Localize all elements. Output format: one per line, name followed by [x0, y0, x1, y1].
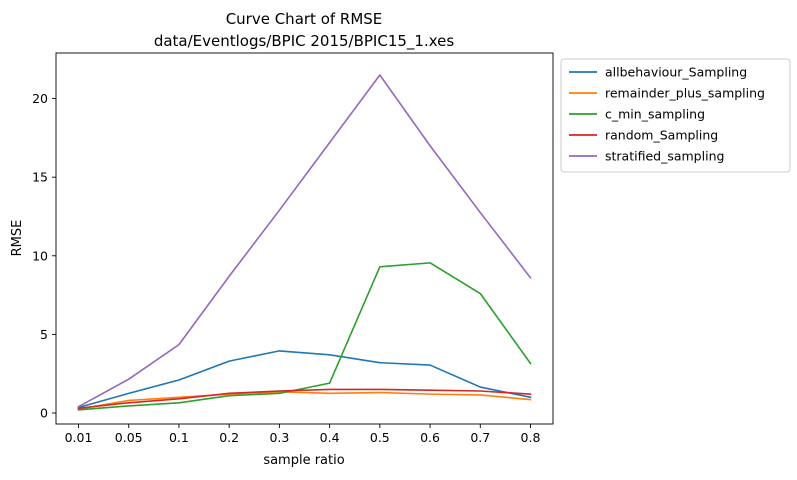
x-tick-label: 0.6 [420, 430, 440, 445]
x-tick-label: 0.01 [65, 430, 93, 445]
legend-entry-label: remainder_plus_sampling [605, 86, 765, 101]
series-line-allbehaviour_Sampling [77, 350, 532, 409]
legend-entry-label: random_Sampling [605, 128, 718, 143]
chart-subtitle: data/Eventlogs/BPIC 2015/BPIC15_1.xes [154, 32, 455, 51]
plot-frame [55, 52, 554, 425]
y-tick-label: 10 [32, 248, 48, 263]
x-tick-label: 0.5 [370, 430, 390, 445]
y-tick-label: 20 [32, 91, 48, 106]
x-tick-label: 0.1 [169, 430, 189, 445]
x-tick-label: 0.8 [521, 430, 541, 445]
plot-area: 0.01 0.05 0.1 0.2 0.3 0.4 0.5 0.6 0.7 0.8 0 5 10 15 20 [32, 52, 554, 445]
x-tick-label: 0.3 [269, 430, 289, 445]
x-tick-label: 0.05 [115, 430, 143, 445]
x-tick-label: 0.4 [320, 430, 340, 445]
y-tick-label: 15 [32, 170, 48, 185]
x-tick-label: 0.7 [470, 430, 490, 445]
y-tick-label: 5 [40, 327, 48, 342]
series-line-c_min_sampling [77, 262, 532, 411]
legend-box [560, 58, 791, 173]
series-line-remainder_plus_sampling [77, 390, 532, 410]
legend-entry-label: c_min_sampling [605, 107, 705, 122]
series-line-stratified_sampling [77, 74, 532, 408]
legend-entry-label: allbehaviour_Sampling [605, 65, 747, 80]
y-axis-label: RMSE [10, 220, 25, 257]
series-line-random_Sampling [77, 388, 532, 410]
y-tick-label: 0 [40, 405, 48, 420]
x-tick-label: 0.2 [219, 430, 239, 445]
legend-entry-label: stratified_sampling [605, 149, 724, 164]
legend: allbehaviour_Sampling remainder_plus_samp… [560, 58, 791, 173]
chart-title: Curve Chart of RMSE [226, 10, 383, 28]
x-axis-label: sample ratio [263, 453, 344, 468]
